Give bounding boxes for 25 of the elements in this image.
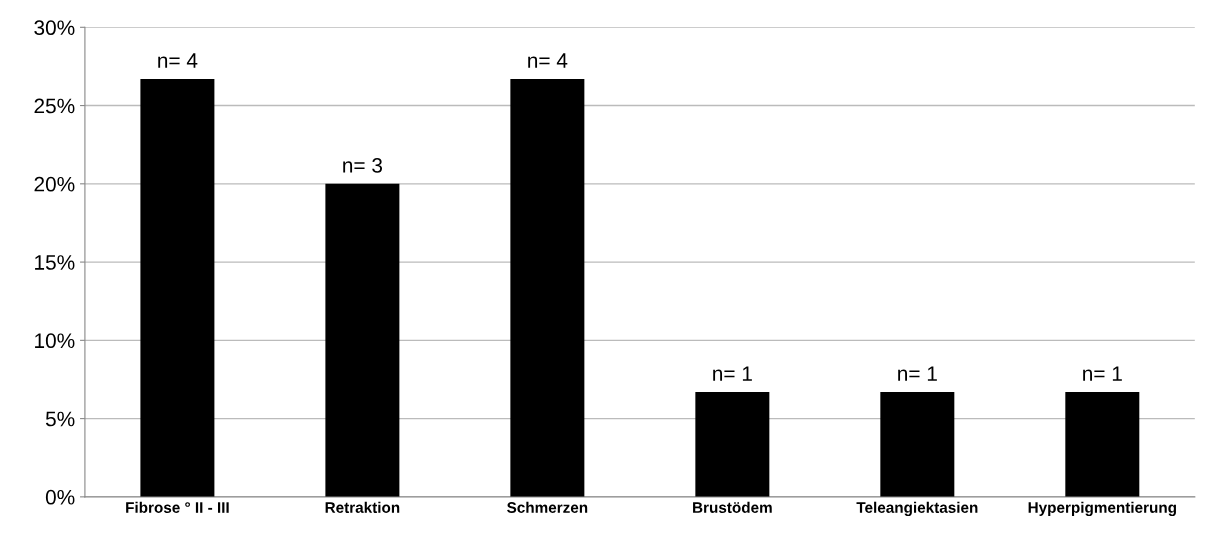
x-tick-label: Fibrose ° II - III [126, 501, 229, 513]
y-tick-label: 10% [35, 333, 75, 349]
x-tick-label: Teleangiektasien [856, 501, 978, 517]
annotation: n= 4 [158, 53, 198, 68]
x-tick-label: Brustödem [693, 501, 772, 513]
bar [1065, 391, 1140, 497]
bar [510, 78, 585, 497]
y-tick-label: 20% [34, 176, 75, 192]
bar [695, 391, 770, 497]
y-tick-label: 5% [45, 411, 75, 427]
annotation: n= 3 [343, 158, 383, 173]
x-tick-label: Hyperpigmentierung [1028, 501, 1176, 517]
y-tick-label: 25% [34, 98, 75, 114]
y-tick-label: 15% [35, 255, 75, 270]
bar [325, 183, 400, 497]
annotation: n= 1 [713, 366, 752, 381]
annotation: n= 1 [898, 366, 937, 381]
x-tick-label: Retraktion [325, 501, 400, 513]
bar [880, 391, 955, 497]
x-tick-label: Schmerzen [507, 501, 588, 513]
annotation: n= 1 [1083, 366, 1122, 381]
bar [140, 78, 215, 497]
y-tick-label: 30% [34, 20, 75, 36]
annotation: n= 4 [528, 53, 568, 68]
y-tick-label: 0% [45, 489, 75, 505]
